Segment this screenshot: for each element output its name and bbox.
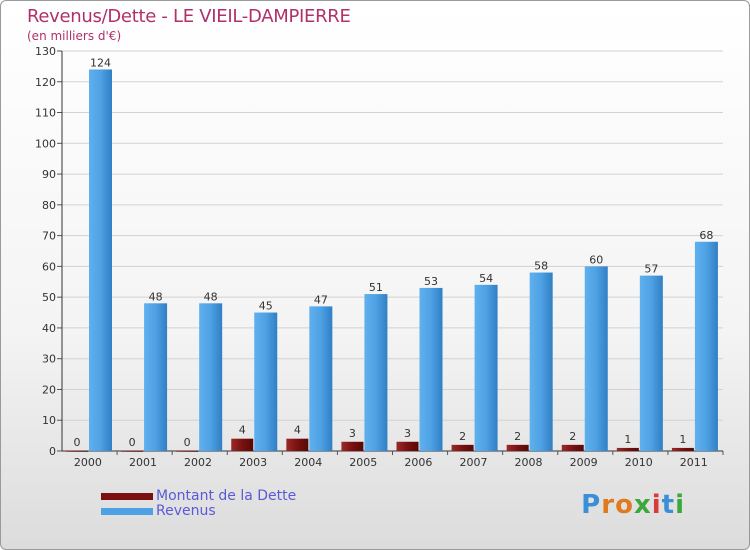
y-tick-label: 60	[42, 260, 56, 273]
y-tick-label: 100	[35, 137, 56, 150]
bar-revenus	[254, 312, 278, 451]
data-label-revenus: 48	[204, 290, 218, 303]
data-label-dette: 2	[569, 430, 576, 443]
bar-dette	[231, 438, 254, 451]
data-label-dette: 1	[624, 433, 631, 446]
legend-item-dette: Montant de la Dette	[101, 488, 296, 504]
logo-letter: o	[615, 490, 634, 520]
y-tick-label: 40	[42, 322, 56, 335]
data-label-revenus: 68	[699, 229, 713, 242]
data-label-revenus: 53	[424, 275, 438, 288]
bar-revenus	[694, 241, 718, 451]
bar-dette	[66, 451, 88, 452]
data-label-dette: 3	[349, 427, 356, 440]
y-tick-label: 30	[42, 353, 56, 366]
data-label-revenus: 48	[149, 290, 163, 303]
bar-dette	[286, 438, 309, 451]
chart-subtitle: (en milliers d'€)	[27, 29, 122, 43]
data-label-dette: 2	[459, 430, 466, 443]
bar-dette	[176, 451, 199, 452]
data-label-dette: 3	[404, 427, 411, 440]
y-tick-label: 20	[42, 383, 56, 396]
data-label-revenus: 124	[90, 56, 111, 69]
data-label-revenus: 60	[589, 253, 603, 266]
x-tick-label: 2003	[239, 456, 267, 469]
bar-dette	[121, 451, 144, 452]
y-tick-label: 120	[35, 76, 56, 89]
data-label-dette: 4	[239, 424, 246, 437]
data-label-revenus: 45	[259, 300, 273, 313]
legend-swatch-dette	[101, 492, 153, 500]
data-label-dette: 0	[74, 436, 81, 449]
data-label-revenus: 51	[369, 281, 383, 294]
y-tick-label: 70	[42, 230, 56, 243]
x-tick-label: 2000	[74, 456, 102, 469]
bar-dette	[341, 441, 364, 451]
bar-dette	[451, 444, 474, 451]
legend-label-dette: Montant de la Dette	[156, 488, 297, 504]
data-label-dette: 4	[294, 424, 301, 437]
chart-title: Revenus/Dette - LE VIEIL-DAMPIERRE	[27, 6, 351, 27]
logo-letter: i	[675, 490, 685, 520]
bar-revenus	[89, 69, 112, 451]
logo-letter: i	[651, 490, 662, 520]
legend-swatch-revenus	[101, 507, 153, 515]
bar-dette	[671, 447, 694, 451]
data-label-dette: 1	[679, 433, 686, 446]
bar-revenus	[144, 303, 168, 451]
y-tick-label: 80	[42, 199, 56, 212]
proxiti-logo: Proxiti	[581, 490, 685, 520]
bar-revenus	[529, 272, 553, 451]
bar-dette	[396, 441, 419, 451]
x-tick-label: 2008	[515, 456, 543, 469]
data-label-revenus: 57	[644, 263, 658, 276]
legend-label-revenus: Revenus	[156, 503, 216, 519]
logo-letter: x	[633, 490, 652, 520]
y-tick-label: 110	[35, 107, 56, 120]
x-tick-label: 2002	[184, 456, 212, 469]
x-tick-label: 2007	[459, 456, 487, 469]
data-label-revenus: 58	[534, 260, 548, 273]
x-tick-label: 2005	[349, 456, 377, 469]
x-tick-label: 2009	[570, 456, 598, 469]
data-label-revenus: 47	[314, 293, 328, 306]
x-tick-label: 2010	[625, 456, 653, 469]
legend-item-revenus: Revenus	[101, 503, 216, 519]
y-tick-label: 90	[42, 168, 56, 181]
y-tick-label: 130	[35, 45, 56, 58]
data-label-dette: 0	[184, 436, 191, 449]
bar-revenus	[419, 287, 443, 451]
logo-letter: P	[581, 490, 602, 520]
x-tick-label: 2004	[294, 456, 322, 469]
x-tick-label: 2001	[129, 456, 157, 469]
data-label-dette: 2	[514, 430, 521, 443]
bar-revenus	[474, 284, 498, 451]
bar-dette	[616, 447, 639, 451]
logo-letter: r	[601, 490, 616, 520]
bar-revenus	[199, 303, 223, 451]
logo-letter: t	[661, 490, 676, 520]
y-tick-label: 10	[42, 414, 56, 427]
x-tick-label: 2011	[680, 456, 708, 469]
y-tick-label: 50	[42, 291, 56, 304]
bar-revenus	[364, 294, 388, 451]
bar-revenus	[309, 306, 333, 451]
y-tick-label: 0	[49, 445, 56, 458]
bar-dette	[506, 444, 529, 451]
x-tick-label: 2006	[404, 456, 432, 469]
data-label-dette: 0	[129, 436, 136, 449]
data-label-revenus: 54	[479, 272, 493, 285]
bar-revenus	[639, 275, 663, 451]
bar-revenus	[584, 266, 608, 451]
bar-dette	[561, 444, 584, 451]
